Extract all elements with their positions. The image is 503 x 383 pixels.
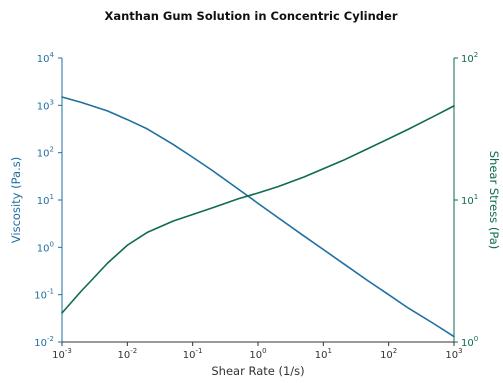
- shear-stress-line: [61, 105, 455, 314]
- y-tick-label: 10-1: [34, 288, 54, 302]
- y2-tick-label: 101: [461, 193, 478, 207]
- y-tick-label: 101: [37, 193, 54, 207]
- x-tick-label: 10-1: [183, 347, 203, 361]
- y-tick-label: 104: [37, 51, 55, 65]
- y2-tick-label: 100: [461, 335, 478, 349]
- x-tick-label: 103: [445, 347, 462, 361]
- y2-tick-label: 102: [461, 51, 478, 65]
- y-axis-label: Viscosity (Pa.s): [9, 157, 23, 243]
- x-axis-ticks: 10-3 10-2 10-1 100 101 102 103: [52, 342, 463, 361]
- viscosity-line: [61, 96, 455, 338]
- chart-title: Xanthan Gum Solution in Concentric Cylin…: [104, 9, 397, 23]
- y-axis-left-ticks: 10-2 10-1 100 101 102 103 104: [34, 51, 62, 349]
- x-tick-label: 101: [315, 347, 332, 361]
- x-axis-label: Shear Rate (1/s): [211, 364, 304, 378]
- x-tick-label: 10-2: [117, 347, 137, 361]
- y-tick-label: 10-2: [34, 335, 54, 349]
- series-layer: [61, 96, 455, 338]
- y-tick-label: 102: [37, 146, 54, 160]
- y-tick-label: 100: [37, 240, 54, 254]
- y-axis-right-ticks: 100 101 102: [454, 51, 478, 349]
- x-tick-label: 10-3: [52, 347, 72, 361]
- x-tick-label: 100: [249, 347, 266, 361]
- y-tick-label: 103: [37, 98, 54, 112]
- x-tick-label: 102: [380, 347, 397, 361]
- y2-axis-label: Shear Stress (Pa): [487, 151, 501, 250]
